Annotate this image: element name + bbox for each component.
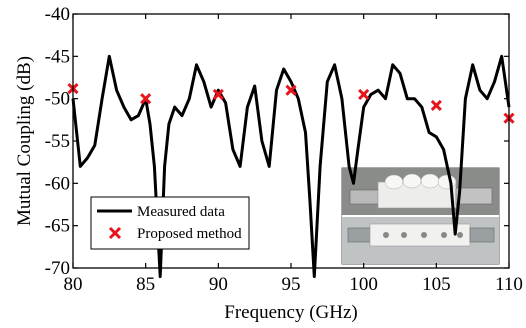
x-tick-label: 90 <box>209 274 228 295</box>
x-tick-label: 95 <box>282 274 301 295</box>
proposed-point-90 <box>212 88 224 100</box>
cross-stroke <box>212 88 224 100</box>
legend-label-measured: Measured data <box>137 204 225 220</box>
x-tick-label: 110 <box>495 274 523 295</box>
x-tick-label: 105 <box>422 274 451 295</box>
proposed-point-85 <box>140 93 152 105</box>
x-axis-title: Frequency (GHz) <box>224 302 357 323</box>
x-tick-label: 100 <box>349 274 378 295</box>
x-tick-label: 85 <box>136 274 155 295</box>
cross-stroke <box>430 99 442 112</box>
legend-box <box>90 196 250 250</box>
y-tick-label: -40 <box>45 4 70 25</box>
y-tick-label: -50 <box>45 89 70 110</box>
plot-area <box>67 54 515 278</box>
prototype-photo <box>341 167 500 265</box>
cross-stroke <box>358 88 370 100</box>
y-axis-title: Mutual Coupling (dB) <box>14 56 35 226</box>
legend-cross-marker-icon <box>108 226 122 240</box>
cross-stroke <box>285 84 297 96</box>
proposed-point-105 <box>430 99 442 112</box>
x-tick-label: 80 <box>64 274 83 295</box>
legend-label-proposed: Proposed method <box>137 226 242 242</box>
y-tick-label: -60 <box>45 173 70 194</box>
axis-ticks: 80 85 90 95 100 105 110 -40 -45 -50 -55 -60 -65 -70 <box>45 4 523 295</box>
legend: Measured data Proposed method <box>90 196 250 250</box>
y-tick-label: -70 <box>45 258 70 279</box>
y-tick-label: -45 <box>45 46 70 67</box>
y-tick-label: -55 <box>45 131 70 152</box>
y-tick-label: -65 <box>45 216 70 237</box>
series-line-measured <box>71 54 511 278</box>
proposed-point-100 <box>358 88 370 100</box>
proposed-point-95 <box>285 84 297 96</box>
cross-stroke <box>140 93 152 105</box>
